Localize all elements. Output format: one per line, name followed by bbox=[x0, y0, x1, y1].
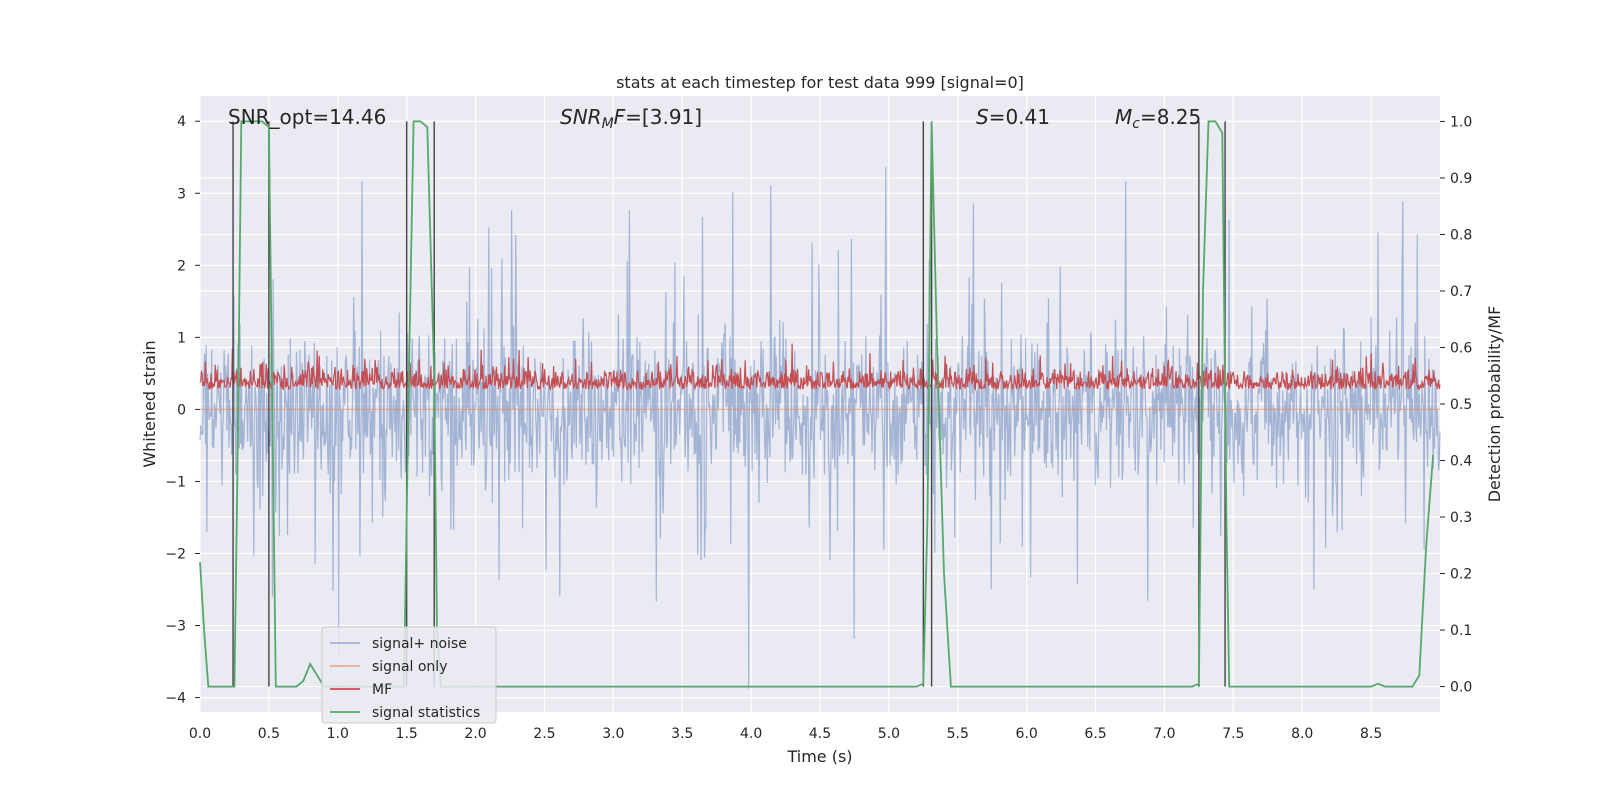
snr-mf-suffix: F bbox=[614, 105, 626, 129]
y-right-tick-label: 1.0 bbox=[1450, 114, 1472, 130]
x-tick-label: 5.5 bbox=[947, 726, 969, 742]
mc-value: =8.25 bbox=[1140, 105, 1201, 129]
y-axis-label: Whitened strain bbox=[140, 340, 159, 467]
x-tick-label: 0.5 bbox=[258, 726, 280, 742]
x-tick-label: 3.0 bbox=[602, 726, 624, 742]
legend-box bbox=[321, 626, 497, 724]
y-tick-label: −2 bbox=[165, 546, 186, 562]
y-right-tick-label: 0.6 bbox=[1450, 340, 1472, 356]
y-right-tick-label: 0.2 bbox=[1450, 567, 1472, 583]
y-right-tick-label: 0.7 bbox=[1450, 284, 1472, 300]
annotation-s: S=0.41 bbox=[976, 105, 1050, 129]
x-tick-label: 0.0 bbox=[189, 726, 211, 742]
y-right-tick-label: 0.8 bbox=[1450, 227, 1472, 243]
y-axis-ticks: 4 3 2 1 0 −1 −2 −3 −4 bbox=[165, 114, 200, 707]
x-tick-label: 7.0 bbox=[1153, 726, 1175, 742]
x-axis-ticks: 0.0 0.5 1.0 1.5 2.0 2.5 3.0 3.5 4.0 4.5 5.0 5.5 6.0 6… bbox=[189, 726, 1382, 742]
x-tick-label: 1.0 bbox=[327, 726, 349, 742]
y-right-axis-ticks: 1.0 0.9 0.8 0.7 0.6 0.5 0.4 0.3 0.2 0.1 0.0 bbox=[1440, 114, 1472, 696]
y-tick-label: −3 bbox=[165, 619, 186, 635]
y-tick-label: 1 bbox=[177, 330, 186, 346]
x-tick-label: 3.5 bbox=[671, 726, 693, 742]
y-right-tick-label: 0.1 bbox=[1450, 623, 1472, 639]
annotation-mc: Mc=8.25 bbox=[1115, 105, 1201, 132]
y-tick-label: −1 bbox=[165, 474, 186, 490]
x-tick-label: 6.0 bbox=[1016, 726, 1038, 742]
legend-label: signal only bbox=[372, 659, 447, 675]
legend: signal+ noise signal only MF signal statist… bbox=[321, 626, 497, 724]
mc-symbol: M bbox=[1115, 105, 1132, 129]
s-symbol: S bbox=[976, 105, 989, 129]
y-tick-label: 3 bbox=[177, 186, 186, 202]
snr-mf-value: =[3.91] bbox=[625, 105, 702, 129]
y-right-axis-label: Detection probability/MF bbox=[1485, 306, 1504, 503]
chart-title: stats at each timestep for test data 999… bbox=[616, 73, 1024, 92]
x-tick-label: 4.5 bbox=[809, 726, 831, 742]
x-tick-label: 6.5 bbox=[1084, 726, 1106, 742]
annotation-snr-opt: SNR_opt=14.46 bbox=[228, 105, 386, 129]
x-tick-label: 2.5 bbox=[533, 726, 555, 742]
y-tick-label: 2 bbox=[177, 258, 186, 274]
y-right-tick-label: 0.4 bbox=[1450, 454, 1472, 470]
snr-mf-subscript: M bbox=[602, 116, 614, 132]
x-axis-label: Time (s) bbox=[786, 747, 852, 766]
x-tick-label: 1.5 bbox=[396, 726, 418, 742]
x-tick-label: 2.0 bbox=[464, 726, 486, 742]
x-tick-label: 4.0 bbox=[740, 726, 762, 742]
legend-label: signal+ noise bbox=[372, 636, 467, 652]
y-right-tick-label: 0.3 bbox=[1450, 510, 1472, 526]
y-right-tick-label: 0.9 bbox=[1450, 171, 1472, 187]
annotation-snr-mf: SNRMF=[3.91] bbox=[560, 105, 702, 132]
y-right-tick-label: 0.5 bbox=[1450, 397, 1472, 413]
x-tick-label: 7.5 bbox=[1222, 726, 1244, 742]
y-tick-label: −4 bbox=[165, 691, 186, 707]
x-tick-label: 5.0 bbox=[878, 726, 900, 742]
snr-mf-prefix: SNR bbox=[560, 105, 602, 129]
legend-label: signal statistics bbox=[372, 705, 480, 721]
y-tick-label: 4 bbox=[177, 114, 186, 130]
mc-subscript: c bbox=[1132, 116, 1140, 132]
grid bbox=[199, 96, 1440, 712]
y-tick-label: 0 bbox=[177, 402, 186, 418]
s-value: =0.41 bbox=[989, 105, 1050, 129]
legend-label: MF bbox=[372, 682, 392, 698]
x-tick-label: 8.5 bbox=[1360, 726, 1382, 742]
y-right-tick-label: 0.0 bbox=[1450, 680, 1472, 696]
x-tick-label: 8.0 bbox=[1291, 726, 1313, 742]
